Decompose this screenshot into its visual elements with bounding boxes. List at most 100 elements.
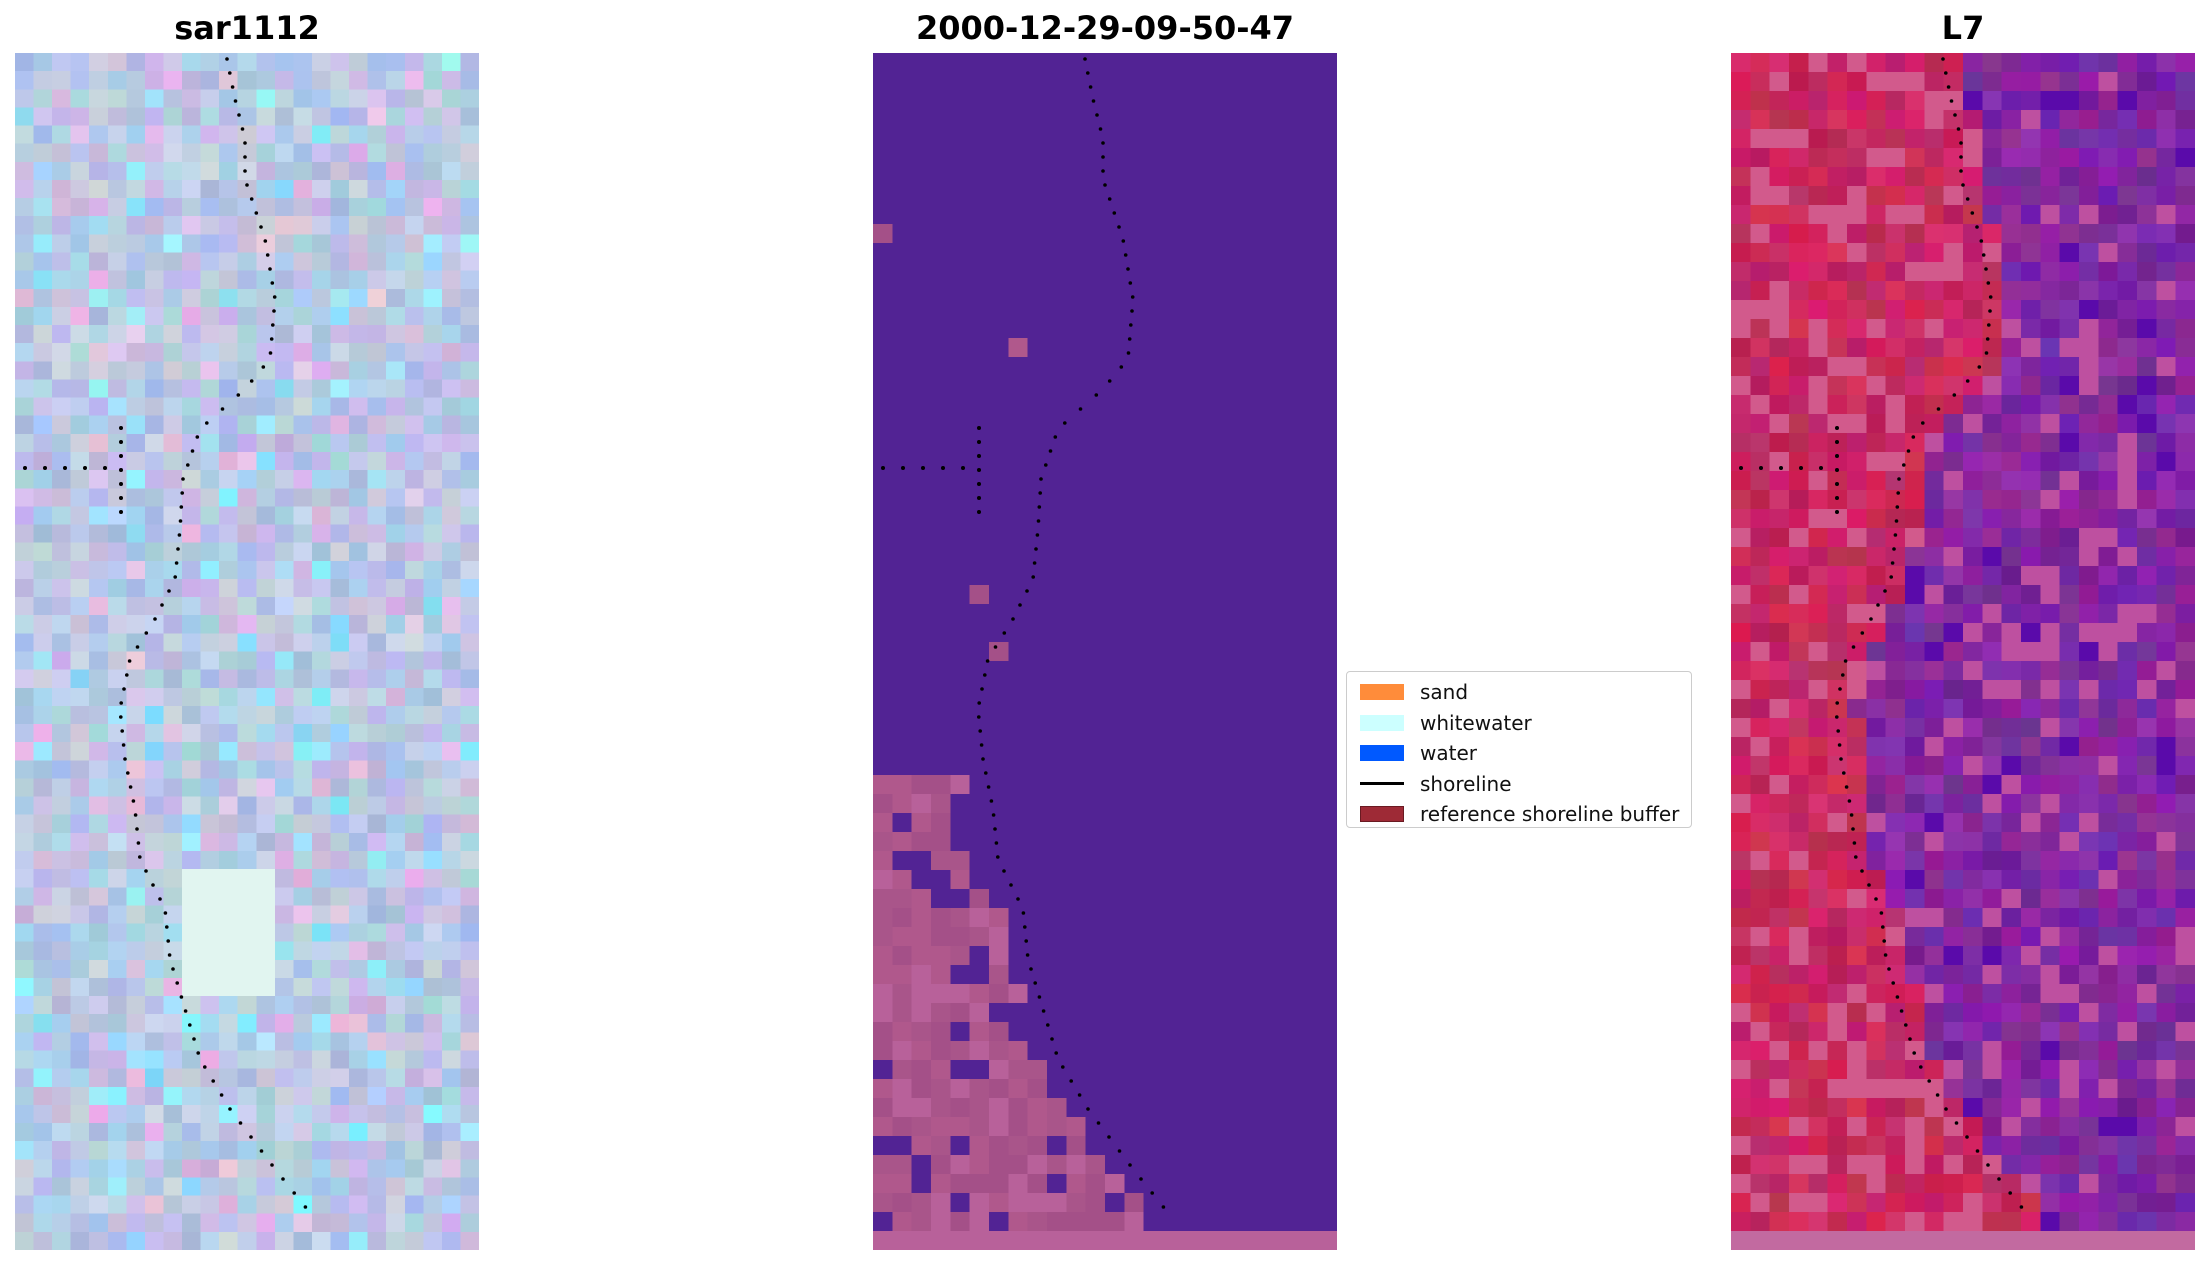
shoreline-dot [1035,533,1040,537]
shoreline-dot [268,267,272,271]
shoreline-dot [1965,197,1970,201]
shoreline-dot [1883,589,1887,593]
shoreline-dot [173,575,177,579]
shoreline-dot [1086,71,1090,75]
shoreline-dot [138,855,142,859]
legend-label-sand: sand [1420,680,1469,705]
shoreline-dot [1953,113,1957,117]
shoreline-dot [259,1149,264,1153]
shoreline-dot [205,421,209,425]
shoreline-dot [245,183,249,187]
shoreline-dot [921,466,925,470]
shoreline-dot [180,491,184,495]
shoreline-dot [125,673,129,677]
shoreline-dot [167,953,172,957]
shoreline-dot [979,743,984,747]
shoreline-dot [1936,407,1941,411]
shoreline-dot [1839,757,1843,761]
shoreline-dot [119,701,123,705]
shoreline-dot [1876,603,1880,607]
shoreline-dot [1126,267,1130,271]
legend-item-whitewater: whitewater [1353,708,1685,739]
shoreline-dot [1054,1051,1058,1055]
shoreline-dot [179,995,184,999]
legend-label-reference-buffer: reference shoreline buffer [1420,802,1680,827]
shoreline-dot [977,482,981,486]
shoreline-dot [1970,211,1975,215]
shoreline-dot [1129,323,1133,327]
shoreline-dot [1944,71,1948,75]
shoreline-dot [1041,1009,1046,1013]
shoreline-dot [243,141,247,145]
reference-buffer-swatch [1360,806,1404,823]
shoreline-dot [1128,1163,1132,1167]
shoreline-dot [1851,827,1855,831]
shoreline-dot [993,827,997,831]
shoreline-dot [1101,169,1105,173]
shoreline-dot [119,468,123,472]
shoreline-dot [1835,440,1839,444]
shoreline-dot [243,169,247,173]
shoreline-dot [977,510,981,514]
shoreline-dot [1150,1191,1154,1195]
shoreline-dot [1912,1051,1916,1055]
shoreline-dot [1981,253,1986,257]
shoreline-dot [1841,673,1845,677]
shoreline-dot [1887,967,1891,971]
shoreline-dot [901,466,905,470]
shoreline-dot [1023,925,1027,929]
shoreline-dot [1039,477,1043,481]
shoreline-dot [135,645,140,649]
shoreline-dot [1851,645,1856,649]
shoreline-dot [176,547,180,551]
shoreline-dot [303,1205,308,1209]
shoreline-dot [261,365,266,369]
shoreline-dot [1024,939,1028,943]
shoreline-dot [1959,155,1963,159]
shoreline-dots-l7 [1739,57,2024,1209]
shoreline-dot [1949,99,1954,103]
shoreline-dot [243,155,247,159]
shoreline-dot [978,729,982,733]
shoreline-dot [127,659,132,663]
shoreline-dot [190,449,195,453]
shoreline-dot [1799,466,1803,470]
shoreline-dot [1835,482,1839,486]
shoreline-dot [1011,617,1015,621]
classification-image [873,53,1337,1250]
shoreline-dot [1838,687,1842,691]
shoreline-dot [1935,1093,1940,1097]
shoreline-dot [1034,547,1038,551]
shoreline-dot [1046,1023,1050,1027]
shoreline-dot [144,869,148,873]
shoreline-dot [128,785,133,789]
shoreline-dot [1096,1121,1101,1125]
shoreline-dot [1127,337,1132,341]
shoreline-dot [1874,897,1878,901]
shoreline-dot [1882,939,1886,943]
shoreline-dot [1050,1037,1054,1041]
legend-label-whitewater: whitewater [1420,710,1532,735]
shoreline-dot [1847,799,1852,803]
shoreline-dot [1843,659,1848,663]
shoreline-dot [1902,463,1906,467]
shoreline-dot [1069,1079,1073,1083]
shoreline-dot [1098,127,1103,131]
shoreline-dot [175,981,179,985]
whitewater-swatch [1360,714,1404,731]
shoreline-dot [1941,57,1945,61]
shoreline-dot [1984,267,1988,271]
shoreline-dot [179,505,184,509]
shoreline-dot [167,589,171,593]
shoreline-dot [1835,510,1839,514]
shoreline-dot [1128,281,1133,285]
shoreline-dot [1037,995,1042,999]
shoreline-dot [63,466,67,470]
shoreline-dot [1867,883,1871,887]
shoreline-dot [123,757,127,761]
shoreline-dot [192,1037,196,1041]
shoreline-dot [1835,468,1839,472]
water-swatch [1360,745,1404,762]
shoreline-dot [238,1121,243,1125]
shoreline-dot [1121,239,1126,243]
